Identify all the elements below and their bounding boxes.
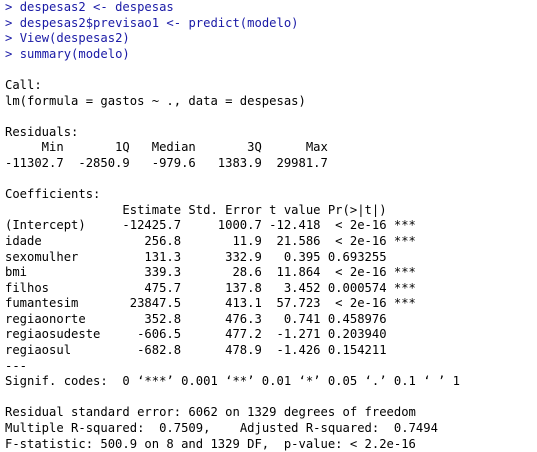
command-text: despesas2 <- despesas xyxy=(19,0,174,14)
coefficient-row: filhos 475.7 137.8 3.452 0.000574 *** xyxy=(5,280,416,295)
prompt-symbol: > xyxy=(5,15,13,30)
residual-standard-error: Residual standard error: 6062 on 1329 de… xyxy=(5,405,416,420)
coefficient-row: regiaosul -682.8 478.9 -1.426 0.154211 xyxy=(5,343,416,358)
console-command: > View(despesas2) xyxy=(5,31,537,47)
command-text: View(despesas2) xyxy=(19,31,130,46)
blank-line xyxy=(5,109,537,125)
call-text: lm(formula = gastos ~ ., data = despesas… xyxy=(5,93,306,108)
r-squared: Multiple R-squared: 0.7509, Adjusted R-s… xyxy=(5,421,446,436)
coefficients-columns: Estimate Std. Error t value Pr(>|t|) xyxy=(5,202,416,217)
signif-codes: Signif. codes: 0 ‘***’ 0.001 ‘**’ 0.01 ‘… xyxy=(5,374,460,389)
coefficient-row: idade 256.8 11.9 21.586 < 2e-16 *** xyxy=(5,233,416,248)
coefficient-row: sexomulher 131.3 332.9 0.395 0.693255 xyxy=(5,249,416,264)
coefficient-row: fumantesim 23847.5 413.1 57.723 < 2e-16 … xyxy=(5,296,416,311)
call-header: Call: xyxy=(5,77,42,92)
console-command: > summary(modelo) xyxy=(5,47,537,63)
coefficient-row: regiaosudeste -606.5 477.2 -1.271 0.2039… xyxy=(5,327,416,342)
command-text: summary(modelo) xyxy=(19,46,130,61)
console-command: > despesas2 <- despesas xyxy=(5,0,537,16)
f-statistic: F-statistic: 500.9 on 8 and 1329 DF, p-v… xyxy=(5,436,416,451)
coefficient-row: regiaonorte 352.8 476.3 0.741 0.458976 xyxy=(5,311,416,326)
prompt-symbol: > xyxy=(5,31,13,46)
command-text: despesas2$previsao1 <- predict(modelo) xyxy=(19,15,299,30)
blank-line xyxy=(5,62,537,78)
blank-line xyxy=(5,390,537,406)
residuals-labels: Min 1Q Median 3Q Max xyxy=(5,140,336,155)
coefficients-header: Coefficients: xyxy=(5,187,101,202)
console-command: > despesas2$previsao1 <- predict(modelo) xyxy=(5,16,537,32)
prompt-symbol: > xyxy=(5,0,13,14)
coefficient-row: bmi 339.3 28.6 11.864 < 2e-16 *** xyxy=(5,265,416,280)
blank-line xyxy=(5,172,537,188)
residuals-values: -11302.7 -2850.9 -979.6 1383.9 29981.7 xyxy=(5,155,336,170)
coefficient-row: (Intercept) -12425.7 1000.7 -12.418 < 2e… xyxy=(5,218,416,233)
residuals-header: Residuals: xyxy=(5,124,79,139)
separator: --- xyxy=(5,358,28,373)
prompt-symbol: > xyxy=(5,46,13,61)
